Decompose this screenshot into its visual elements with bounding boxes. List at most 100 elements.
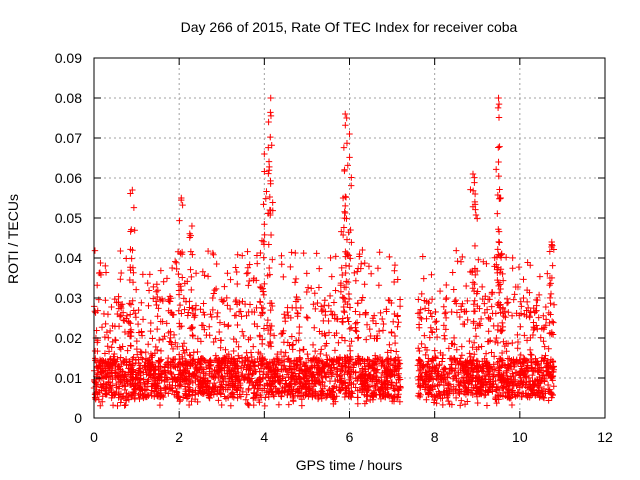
data-point	[278, 366, 285, 373]
data-point	[192, 270, 200, 277]
data-point	[432, 318, 439, 326]
data-point	[450, 286, 457, 293]
data-point	[294, 296, 302, 303]
data-point	[482, 350, 490, 357]
data-point	[517, 298, 524, 305]
data-point	[503, 295, 511, 303]
x-tick-label: 10	[512, 429, 528, 445]
data-point	[492, 310, 500, 317]
data-point	[162, 385, 170, 393]
data-point	[428, 357, 436, 364]
data-point	[325, 329, 333, 336]
data-point	[278, 252, 285, 259]
data-point	[386, 253, 393, 261]
data-point	[187, 352, 194, 359]
data-point	[175, 270, 182, 278]
data-point	[329, 311, 336, 319]
data-point	[229, 389, 236, 396]
data-point	[145, 287, 153, 294]
data-point	[234, 387, 241, 394]
data-point	[314, 299, 321, 307]
y-tick-label: 0.09	[55, 50, 82, 66]
data-point	[157, 267, 165, 274]
data-point	[264, 381, 271, 389]
data-point	[376, 387, 384, 394]
data-point	[509, 254, 516, 262]
data-point	[441, 391, 448, 398]
data-point	[154, 325, 161, 333]
data-point	[429, 329, 436, 336]
data-point	[126, 300, 133, 307]
data-point	[523, 307, 530, 314]
data-point	[185, 309, 192, 316]
data-point	[355, 334, 362, 341]
data-point	[268, 300, 275, 307]
data-point	[395, 319, 402, 326]
data-point	[524, 259, 531, 266]
data-point	[395, 356, 403, 364]
data-point	[322, 311, 329, 319]
data-point	[332, 253, 339, 260]
data-point	[459, 253, 466, 261]
data-point	[352, 320, 359, 327]
data-point	[256, 333, 264, 340]
data-point	[500, 312, 508, 320]
data-point	[457, 379, 464, 386]
data-point	[116, 344, 123, 351]
data-point	[391, 310, 398, 318]
data-point	[282, 349, 289, 356]
data-point	[246, 261, 253, 268]
data-point	[341, 337, 349, 344]
data-point	[291, 279, 299, 286]
data-point	[262, 374, 269, 381]
data-point	[154, 287, 162, 294]
data-point	[517, 368, 524, 375]
data-point	[459, 320, 467, 328]
data-point	[94, 347, 101, 355]
data-point	[263, 370, 270, 378]
data-point	[347, 347, 354, 355]
data-point	[127, 342, 135, 350]
data-point	[111, 295, 118, 303]
data-point	[210, 338, 217, 346]
x-tick-label: 8	[431, 429, 439, 445]
data-point	[545, 397, 552, 404]
data-point	[425, 307, 432, 314]
data-point	[204, 273, 212, 280]
data-point	[283, 371, 291, 378]
data-point	[433, 333, 441, 341]
data-point	[249, 395, 257, 402]
y-axis-label: ROTI / TECUs	[5, 194, 21, 284]
data-point	[165, 298, 173, 305]
data-point	[285, 401, 292, 408]
data-point	[92, 355, 99, 362]
data-point	[117, 354, 124, 361]
data-point	[152, 298, 160, 305]
data-point	[281, 311, 288, 318]
data-point	[339, 271, 346, 279]
data-point	[200, 300, 207, 307]
y-tick-label: 0.02	[55, 330, 82, 346]
data-point	[180, 340, 188, 347]
data-point	[348, 338, 355, 345]
data-point	[142, 386, 150, 393]
data-point	[306, 390, 314, 398]
data-point	[328, 361, 335, 368]
data-point	[415, 321, 423, 328]
data-point	[441, 310, 449, 317]
data-point	[317, 350, 324, 358]
data-point	[342, 262, 350, 269]
data-point	[311, 290, 318, 297]
data-point	[102, 297, 109, 304]
data-point	[234, 394, 241, 402]
data-point	[194, 348, 201, 356]
data-point	[452, 296, 460, 304]
data-point	[184, 312, 191, 319]
data-point	[139, 316, 147, 323]
data-point	[394, 312, 401, 319]
data-point	[379, 327, 387, 334]
data-point	[464, 316, 471, 324]
data-point	[108, 344, 115, 351]
data-point	[353, 319, 361, 326]
data-point	[278, 330, 285, 338]
